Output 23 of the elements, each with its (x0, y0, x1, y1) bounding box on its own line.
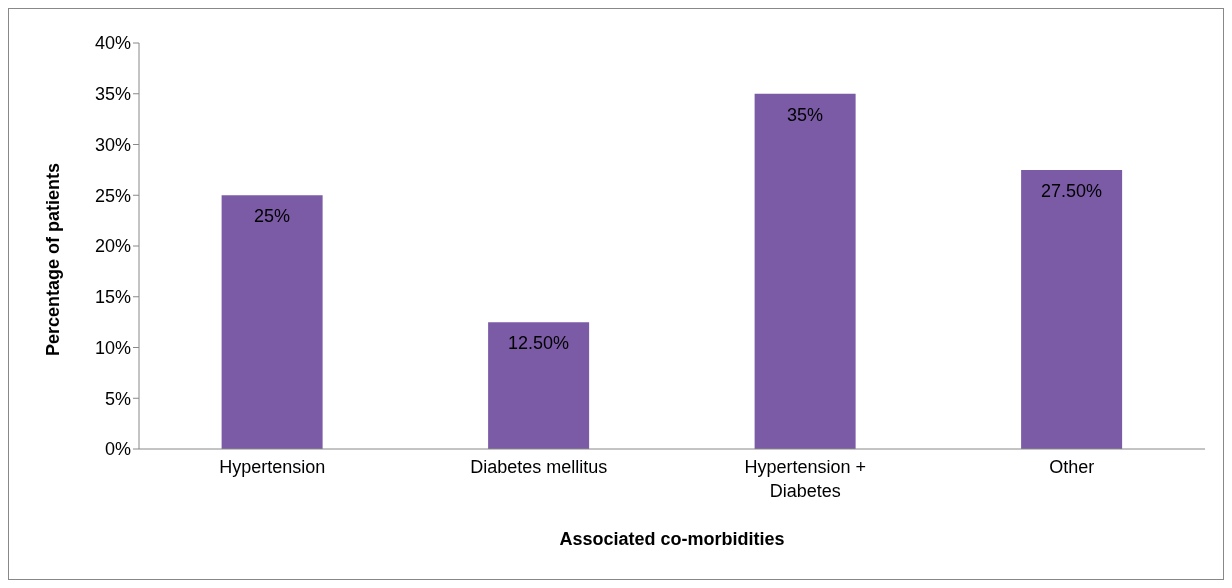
y-tick-label: 40% (94, 33, 131, 54)
x-tick-label: Diabetes mellitus (470, 457, 608, 477)
bar (221, 195, 323, 449)
x-tick-label: Hypertension + Diabetes (744, 457, 867, 501)
data-label: 25% (254, 206, 291, 227)
y-tick-label: 30% (94, 134, 131, 155)
bar (754, 93, 856, 449)
y-tick-label: 35% (94, 84, 131, 105)
y-tick-label: 5% (104, 388, 131, 409)
y-tick-label: 15% (94, 287, 131, 308)
data-label: 12.50% (508, 332, 570, 353)
y-axis-title: Percentage of patients (43, 162, 64, 356)
x-axis-title: Associated co-morbidities (559, 529, 785, 549)
y-tick-label: 25% (94, 185, 131, 206)
y-tick-label: 0% (104, 439, 131, 460)
x-tick-label: Other (1049, 457, 1095, 477)
bar (1021, 169, 1123, 449)
bar (488, 322, 590, 449)
data-label: 35% (787, 104, 824, 125)
y-tick-label: 10% (94, 337, 131, 358)
data-label: 27.50% (1041, 180, 1103, 201)
y-tick-label: 20% (94, 236, 131, 257)
x-tick-label: Hypertension (219, 457, 326, 477)
